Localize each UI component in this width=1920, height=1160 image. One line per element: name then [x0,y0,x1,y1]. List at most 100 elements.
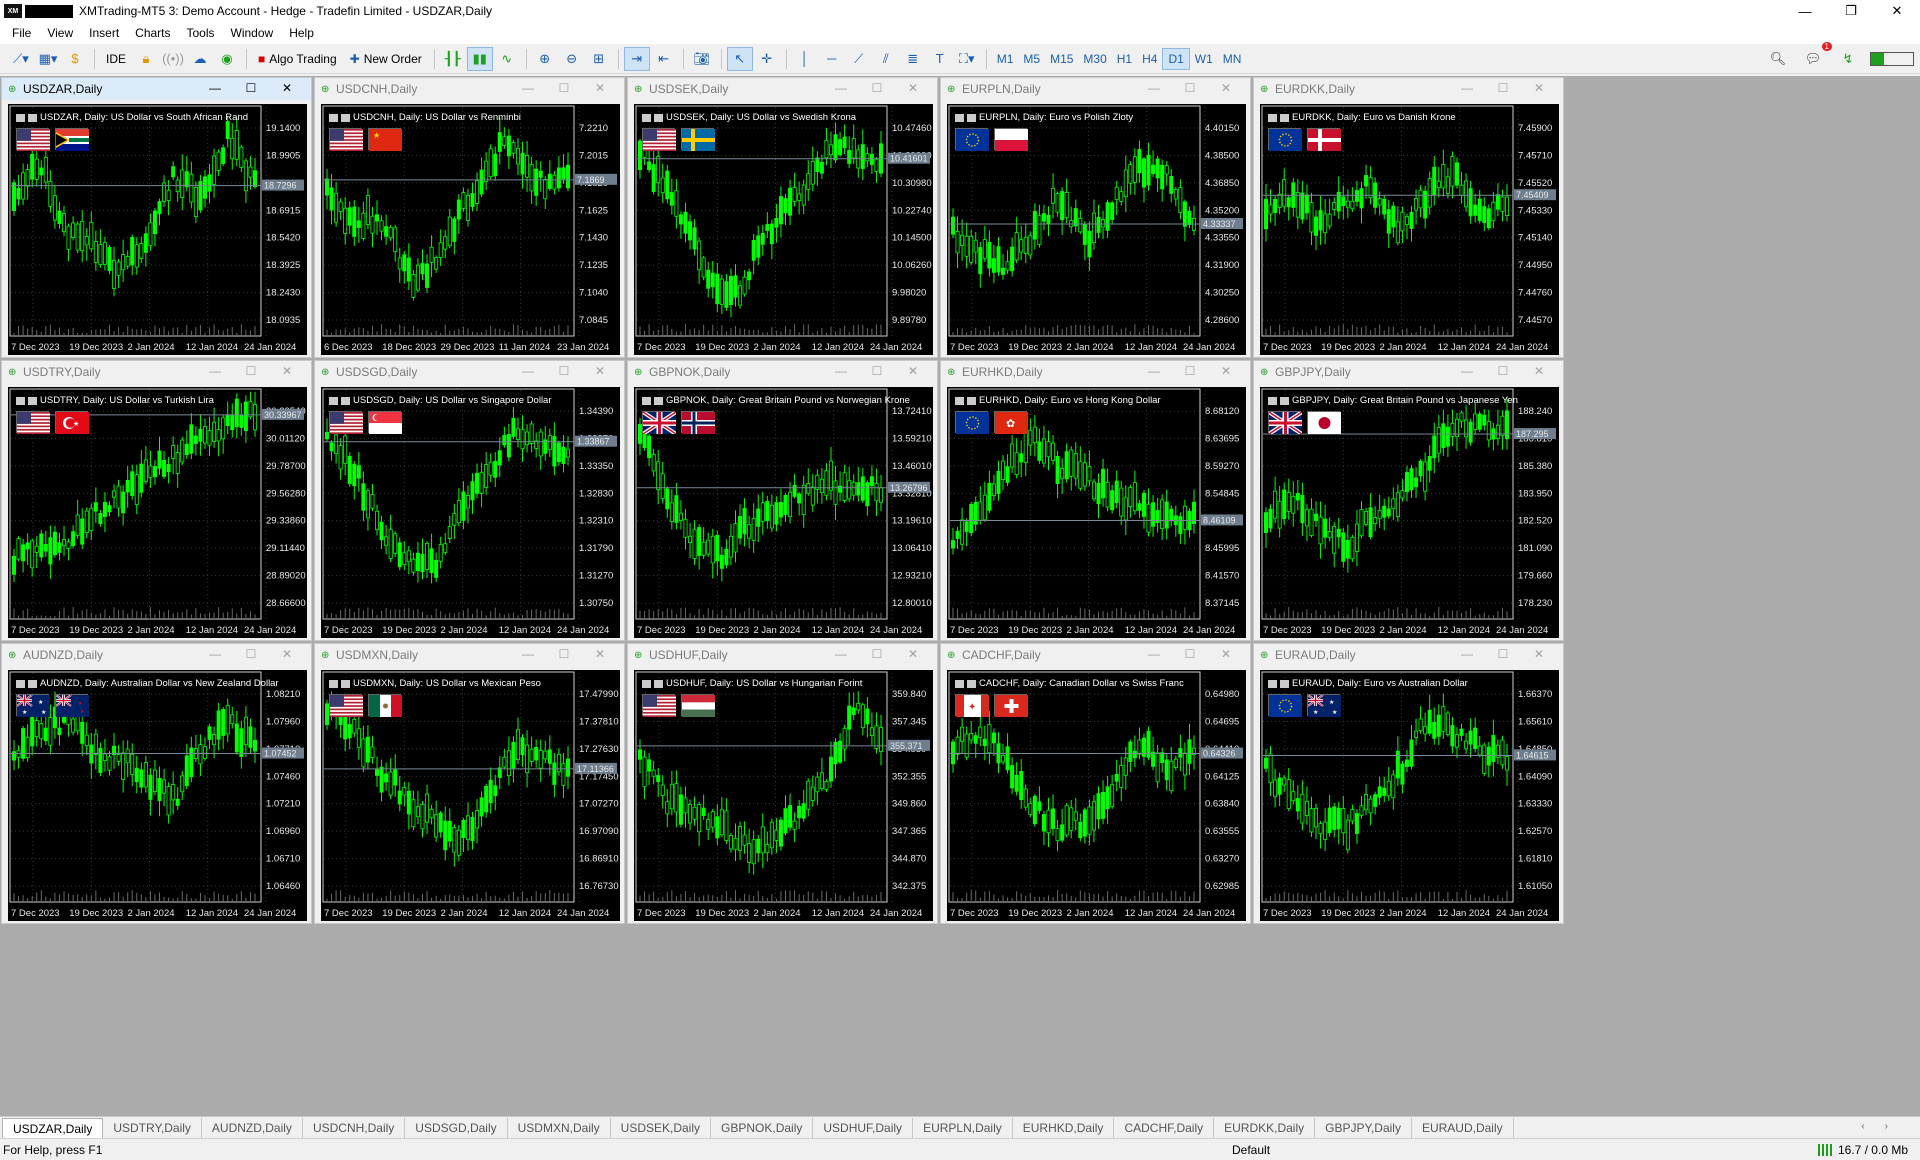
chart-window-cadchf[interactable]: ⊕CADCHF,Daily — ☐ ✕ 0.649800.646950.6441… [940,643,1251,924]
chart-plot-area[interactable]: 1.082101.079601.077101.074601.072101.069… [8,670,307,921]
screenshot-icon[interactable]: 📷︎ [693,50,710,66]
tab-usdzar[interactable]: USDZAR,Daily [2,1118,104,1138]
chart-window-title-bar[interactable]: ⊕ USDSEK,Daily — ☐ ✕ [628,78,937,100]
vps-icon[interactable]: ◉ [221,50,233,66]
timeframe-d1[interactable]: D1 [1162,47,1190,70]
zoom-in-icon[interactable]: ⊕ [539,50,551,66]
chart-maximize-button[interactable]: ☐ [558,364,570,378]
tab-scroll-arrows-icon[interactable]: ‹› [1861,1121,1908,1132]
tab-cadchf[interactable]: CADCHF,Daily [1114,1118,1215,1138]
search-icon[interactable]: 🔍︎ [1769,51,1787,66]
lock-icon[interactable]: 🔒︎ [142,50,150,66]
chart-maximize-button[interactable]: ☐ [1497,647,1509,661]
bar-chart-icon[interactable]: ┨┠ [444,50,461,66]
chart-plot-area[interactable]: 8.681208.636958.592708.548458.504208.459… [947,387,1246,638]
chart-minimize-button[interactable]: — [1461,81,1473,95]
chart-plot-area[interactable]: 0.649800.646950.644100.641250.638400.635… [947,670,1246,921]
tab-eurhkd[interactable]: EURHKD,Daily [1013,1118,1115,1138]
chart-plot-area[interactable]: 1.66370 1.65610 1.64850 1.64090 1.63330 1.625… [1260,670,1559,921]
horizontal-line-icon[interactable]: ─ [827,51,837,66]
chart-window-gbpnok[interactable]: ⊕ GBPNOK,Daily — ☐ ✕ 13.72410 13.59210 13.4… [627,360,938,641]
menu-view[interactable]: View [47,26,74,40]
chart-minimize-button[interactable]: — [1461,364,1473,378]
chart-maximize-button[interactable]: ☐ [1184,81,1196,95]
new-order-button[interactable]: ✚ New Order [344,47,428,71]
chart-close-button[interactable]: ✕ [281,81,293,95]
tab-usdcnh[interactable]: USDCNH,Daily [303,1118,406,1138]
chart-plot-area[interactable]: 30.2354030.0112029.7870029.5628029.33860… [8,387,307,638]
chart-close-button[interactable]: ✕ [1533,364,1545,378]
chart-close-button[interactable]: ✕ [907,364,919,378]
chart-window-usdmxn[interactable]: ⊕ USDMXN,Daily — ☐ ✕ 17.47990 17.37810 17.2… [314,643,625,924]
chart-close-button[interactable]: ✕ [1220,81,1232,95]
chart-minimize-button[interactable]: — [522,647,534,661]
zoom-out-icon[interactable]: ⊖ [566,50,578,66]
chart-close-button[interactable]: ✕ [281,647,293,661]
tab-eurdkk[interactable]: EURDKK,Daily [1214,1118,1316,1138]
chart-maximize-button[interactable]: ☐ [1497,364,1509,378]
chart-maximize-button[interactable]: ☐ [871,647,883,661]
line-chart-icon[interactable]: ∿ [501,50,513,66]
timeframe-w1[interactable]: W1 [1194,51,1213,66]
chart-maximize-button[interactable]: ☐ [871,81,883,95]
chart-window-title-bar[interactable]: ⊕ CADCHF,Daily — ☐ ✕ [941,644,1250,666]
trendline-icon[interactable]: ⟋ [854,50,864,66]
chart-close-button[interactable]: ✕ [1533,647,1545,661]
templates-icon[interactable]: ▦▾ [38,50,58,66]
chart-minimize-button[interactable]: — [835,81,847,95]
chart-maximize-button[interactable]: ☐ [871,364,883,378]
chart-window-title-bar[interactable]: ⊕ AUDNZD,Daily — ☐ ✕ [2,644,311,666]
menu-insert[interactable]: Insert [89,26,120,40]
timeframe-m5[interactable]: M5 [1023,51,1041,66]
tab-usdtry[interactable]: USDTRY,Daily [103,1118,202,1138]
chart-plot-area[interactable]: 17.47990 17.37810 17.27630 17.17450 17.07270… [321,670,620,921]
timeframe-m1[interactable]: M1 [996,51,1014,66]
chart-minimize-button[interactable]: — [522,81,534,95]
chart-plot-area[interactable]: 4.40150 4.38500 4.36850 4.35200 4.33550 4.319… [947,104,1246,355]
chart-minimize-button[interactable]: — [835,364,847,378]
menu-help[interactable]: Help [289,26,314,40]
chart-close-button[interactable]: ✕ [907,647,919,661]
chart-window-gbpjpy[interactable]: ⊕GBPJPY,Daily — ☐ ✕ 188.240186.810185.38… [1253,360,1564,641]
timeframe-m15[interactable]: M15 [1050,51,1074,66]
minimize-button[interactable]: — [1798,3,1812,19]
algo-trading-button[interactable]: ■ Algo Trading [252,47,343,71]
cloud-icon[interactable]: ☁ [193,50,207,66]
chart-window-usdhuf[interactable]: ⊕USDHUF,Daily — ☐ ✕ 359.840357.345354.85… [627,643,938,924]
tab-euraud[interactable]: EURAUD,Daily [1412,1118,1514,1138]
chart-maximize-button[interactable]: ☐ [245,364,257,378]
chart-window-title-bar[interactable]: ⊕ EURHKD,Daily — ☐ ✕ [941,361,1250,383]
chart-maximize-button[interactable]: ☐ [245,81,257,95]
chart-window-eurhkd[interactable]: ⊕ EURHKD,Daily — ☐ ✕ 8.68120 8.63695 8.5927… [940,360,1251,641]
tab-usdsgd[interactable]: USDSGD,Daily [405,1118,508,1138]
chart-maximize-button[interactable]: ☐ [558,647,570,661]
chart-plot-area[interactable]: 7.22107.20157.18207.16257.14307.12357.10… [321,104,620,355]
text-tool-icon[interactable]: T [935,51,944,66]
timeframe-mn[interactable]: MN [1222,51,1242,66]
chart-close-button[interactable]: ✕ [907,81,919,95]
shapes-icon[interactable]: ⛶▾ [958,50,975,66]
chart-minimize-button[interactable]: — [209,81,221,95]
signal-strength-icon[interactable]: ↯ [1842,51,1854,66]
chart-window-title-bar[interactable]: ⊕ USDTRY,Daily — ☐ ✕ [2,361,311,383]
chart-close-button[interactable]: ✕ [594,647,606,661]
chart-window-eurdkk[interactable]: ⊕ EURDKK,Daily — ☐ ✕ 7.45900 7.45710 7.4552… [1253,77,1564,358]
chart-window-usdtry[interactable]: ⊕USDTRY,Daily — ☐ ✕ 30.2354030.0112029.7… [1,360,312,641]
chart-window-usdzar[interactable]: ⊕USDZAR,Daily — ☐ ✕ 19.140018.990518.841… [1,77,312,358]
timeframe-m30[interactable]: M30 [1083,51,1107,66]
timeframe-h1[interactable]: H1 [1116,51,1133,66]
chart-window-title-bar[interactable]: ⊕ EURPLN,Daily — ☐ ✕ [941,78,1250,100]
chart-window-title-bar[interactable]: ⊕ GBPJPY,Daily — ☐ ✕ [1254,361,1563,383]
chart-window-audnzd[interactable]: ⊕AUDNZD,Daily — ☐ ✕ 1.082101.079601.0771… [1,643,312,924]
signal-icon[interactable]: ((•)) [162,51,184,66]
tab-gbpnok[interactable]: GBPNOK,Daily [711,1118,814,1138]
chart-minimize-button[interactable]: — [1148,364,1160,378]
chart-window-title-bar[interactable]: ⊕ USDSGD,Daily — ☐ ✕ [315,361,624,383]
chart-plot-area[interactable]: 359.840357.345354.850352.355349.860347.3… [634,670,933,921]
chart-plot-area[interactable]: 1.343901.338701.333501.328301.323101.317… [321,387,620,638]
chart-minimize-button[interactable]: — [1461,647,1473,661]
timeframe-h4[interactable]: H4 [1142,51,1158,66]
tab-audnzd[interactable]: AUDNZD,Daily [202,1118,303,1138]
chart-plot-area[interactable]: 19.140018.990518.841018.691518.542018.39… [8,104,307,355]
crosshair-icon[interactable]: ✛ [761,50,773,66]
